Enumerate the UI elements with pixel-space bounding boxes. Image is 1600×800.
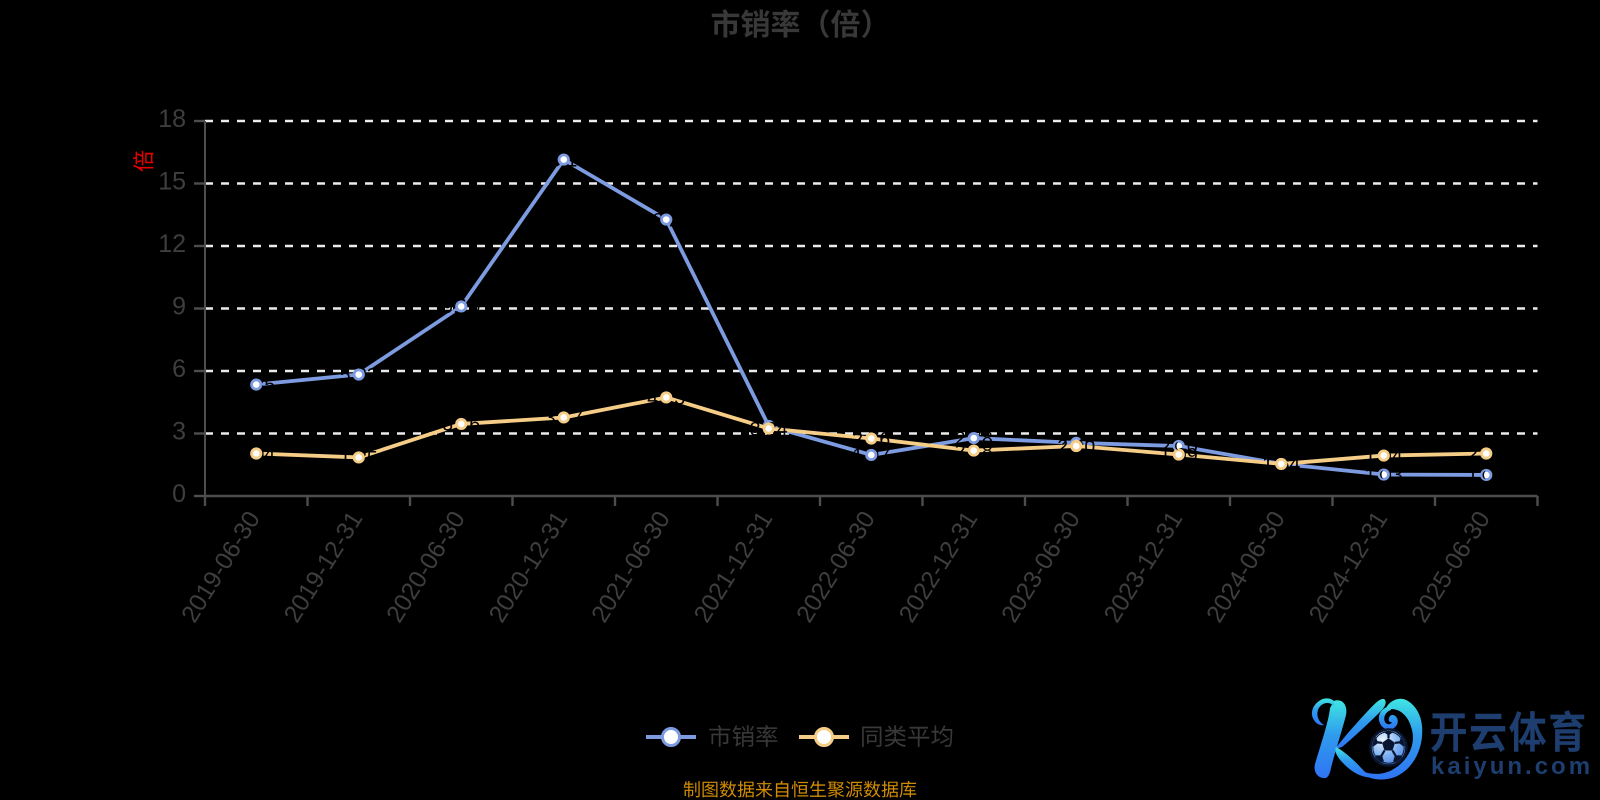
svg-text:6: 6: [172, 355, 186, 383]
svg-text:0: 0: [172, 480, 186, 508]
svg-text:18: 18: [158, 105, 186, 133]
svg-text:3: 3: [172, 418, 186, 446]
svg-text:kaiyun.com: kaiyun.com: [1431, 753, 1593, 780]
svg-text:9: 9: [172, 293, 186, 321]
svg-text:15: 15: [158, 168, 186, 196]
svg-text:12: 12: [158, 230, 186, 258]
